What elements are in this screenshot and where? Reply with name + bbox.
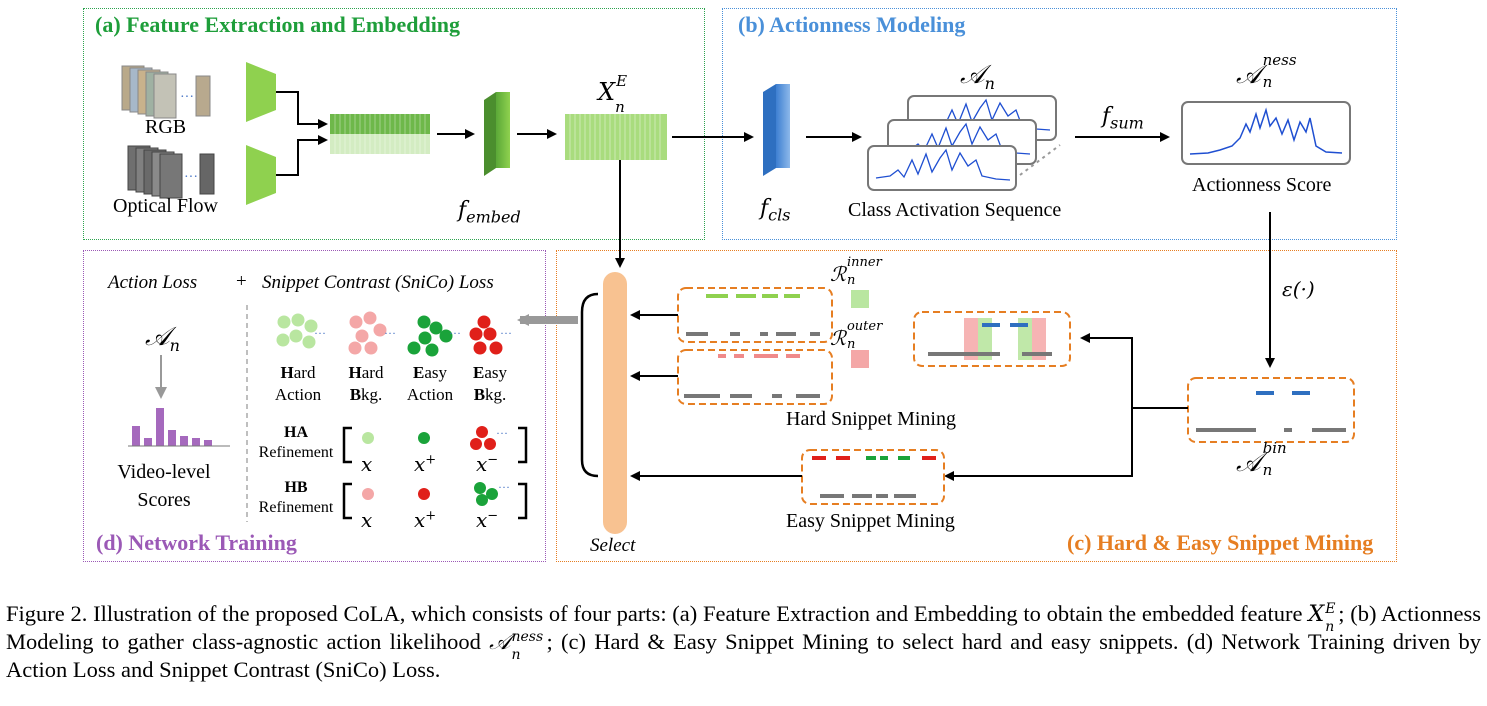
optical-flow-frames-icon: ··· (127, 145, 215, 199)
panel-network-training (83, 250, 546, 562)
f-cls-label: fcls (760, 196, 791, 225)
panel-snippet-mining (556, 250, 1397, 562)
hb-x-label: x (361, 508, 373, 532)
ha-x-plus-dot (418, 432, 430, 444)
epsilon-label: ε(·) (1282, 277, 1315, 301)
hard-background-snippets-box (677, 349, 833, 405)
cas-label: Class Activation Sequence (848, 199, 1062, 221)
video-level-scores-bars (128, 408, 230, 447)
flow-encoder (246, 145, 276, 205)
ha-x-label: x (361, 452, 373, 476)
rgb-frames-icon: ··· (121, 65, 211, 119)
plus-label: + (236, 271, 247, 292)
hard-snippet-region-box (913, 311, 1071, 367)
easy-bkg-cluster (469, 315, 503, 355)
panel-b-title: (b) Actionness Modeling (738, 12, 966, 37)
hard-action-label: Hard Action (274, 363, 322, 404)
easy-bkg-label: Easy Bkg. (472, 363, 507, 404)
hard-bkg-cluster (348, 311, 387, 355)
a-n-label: 𝒜n (960, 60, 995, 94)
ha-x-minus-label: x− (476, 452, 499, 476)
concat-feature (330, 114, 430, 154)
inner-region-legend (851, 290, 869, 308)
panel-a-title: (a) Feature Extraction and Embedding (95, 12, 461, 37)
f-embed-label: fembed (458, 198, 521, 227)
hb-x-dot (362, 488, 374, 500)
easy-bkg-ellipsis: ··· (500, 326, 512, 340)
ha-ellipsis: ··· (496, 426, 508, 440)
ha-x-minus-cluster (470, 426, 496, 450)
action-loss-label: Action Loss (108, 272, 198, 293)
training-a-n-label: 𝒜n (145, 322, 180, 356)
easy-action-ellipsis: ··· (449, 326, 461, 340)
hard-bkg-ellipsis: ··· (384, 326, 396, 340)
class-activation-sequence-stack (867, 95, 1061, 191)
easy-snippets-box (801, 449, 945, 505)
snico-loss-label: Snippet Contrast (SniCo) Loss (262, 272, 494, 293)
select-label: Select (590, 535, 636, 556)
select-bar (603, 272, 627, 534)
f-sum-label: fsum (1102, 104, 1144, 133)
svg-text:···: ··· (180, 90, 194, 105)
hb-ellipsis: ··· (498, 480, 510, 494)
hb-x-plus-label: x+ (414, 508, 437, 532)
panel-d-title: (d) Network Training (96, 530, 297, 555)
embed-layer (484, 92, 510, 176)
easy-action-label: Easy Action (406, 363, 454, 404)
outer-region-legend (851, 350, 869, 368)
actionness-score-label: Actionness Score (1192, 174, 1332, 196)
figure-caption: Figure 2. Illustration of the proposed C… (6, 601, 1481, 682)
hard-bkg-label: Hard Bkg. (348, 363, 384, 404)
easy-action-cluster (407, 315, 453, 357)
hb-refinement-label: HB Refinement (258, 479, 334, 516)
diagram-shapes: ··· ··· (121, 62, 1355, 534)
ha-x-dot (362, 432, 374, 444)
panel-actionness-modeling (722, 8, 1397, 240)
rgb-label: RGB (145, 116, 187, 138)
svg-text:···: ··· (184, 170, 198, 185)
rgb-encoder (246, 62, 276, 122)
embedded-feature (565, 114, 667, 160)
select-bracket (580, 292, 599, 478)
optical-flow-label: Optical Flow (113, 195, 218, 217)
easy-snippet-mining-label: Easy Snippet Mining (786, 510, 955, 532)
hard-action-cluster (276, 313, 318, 349)
binary-actionness-box (1187, 377, 1355, 443)
classifier-layer (763, 84, 790, 176)
hard-snippet-mining-label: Hard Snippet Mining (786, 408, 956, 430)
hb-x-plus-dot (418, 488, 430, 500)
panel-c-title: (c) Hard & Easy Snippet Mining (1067, 530, 1374, 555)
ha-x-plus-label: x+ (414, 452, 437, 476)
actionness-score-plot (1181, 101, 1351, 165)
hb-x-minus-label: x− (476, 508, 499, 532)
hard-action-ellipsis: ··· (314, 326, 326, 340)
hb-x-minus-cluster (474, 482, 498, 506)
panel-feature-extraction (83, 8, 705, 240)
ha-refinement-label: HA Refinement (258, 424, 334, 461)
hard-action-snippets-box (677, 287, 833, 343)
video-level-scores-label: Video-level Scores (117, 461, 211, 511)
